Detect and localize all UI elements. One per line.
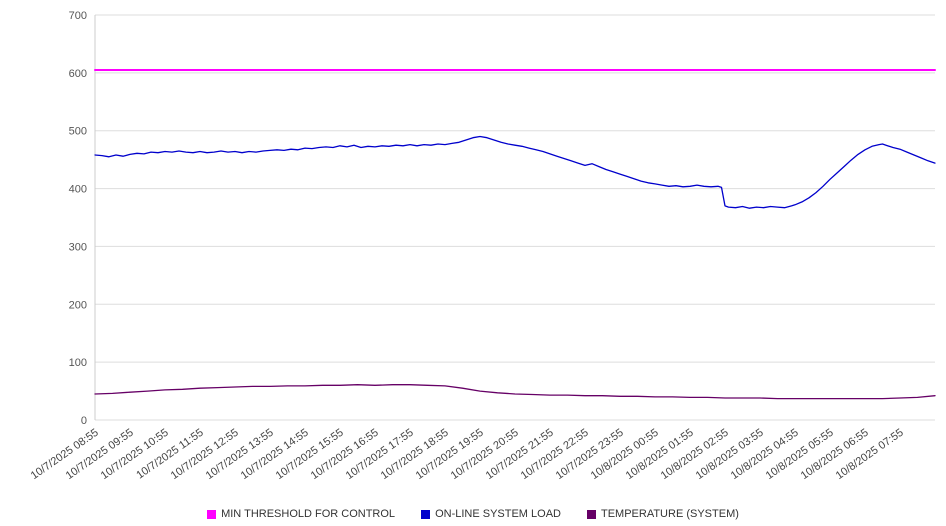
legend-swatch-icon xyxy=(586,509,596,519)
legend-item-0[interactable]: MIN THRESHOLD FOR CONTROL xyxy=(207,508,395,520)
legend-item-2[interactable]: TEMPERATURE (SYSTEM) xyxy=(586,508,739,520)
y-axis-tick-label: 200 xyxy=(69,299,87,311)
legend-item-1[interactable]: ON-LINE SYSTEM LOAD xyxy=(421,508,561,520)
y-axis-tick-label: 300 xyxy=(69,241,87,253)
y-axis-tick-label: 700 xyxy=(69,10,87,22)
legend-swatch-icon xyxy=(207,509,217,519)
chart-legend: MIN THRESHOLD FOR CONTROL ON-LINE SYSTEM … xyxy=(0,508,946,520)
series-line-1 xyxy=(94,135,936,209)
y-axis-tick-label: 400 xyxy=(69,184,87,196)
legend-swatch-icon xyxy=(421,509,431,519)
y-axis-tick-label: 0 xyxy=(81,415,87,427)
y-axis-tick-label: 100 xyxy=(69,357,87,369)
y-axis-tick-label: 600 xyxy=(69,68,87,80)
legend-label: TEMPERATURE (SYSTEM) xyxy=(600,508,739,520)
legend-label: MIN THRESHOLD FOR CONTROL xyxy=(221,508,396,520)
legend-label: ON-LINE SYSTEM LOAD xyxy=(435,508,561,520)
y-axis-tick-label: 500 xyxy=(69,126,87,138)
series-line-2 xyxy=(94,384,936,400)
